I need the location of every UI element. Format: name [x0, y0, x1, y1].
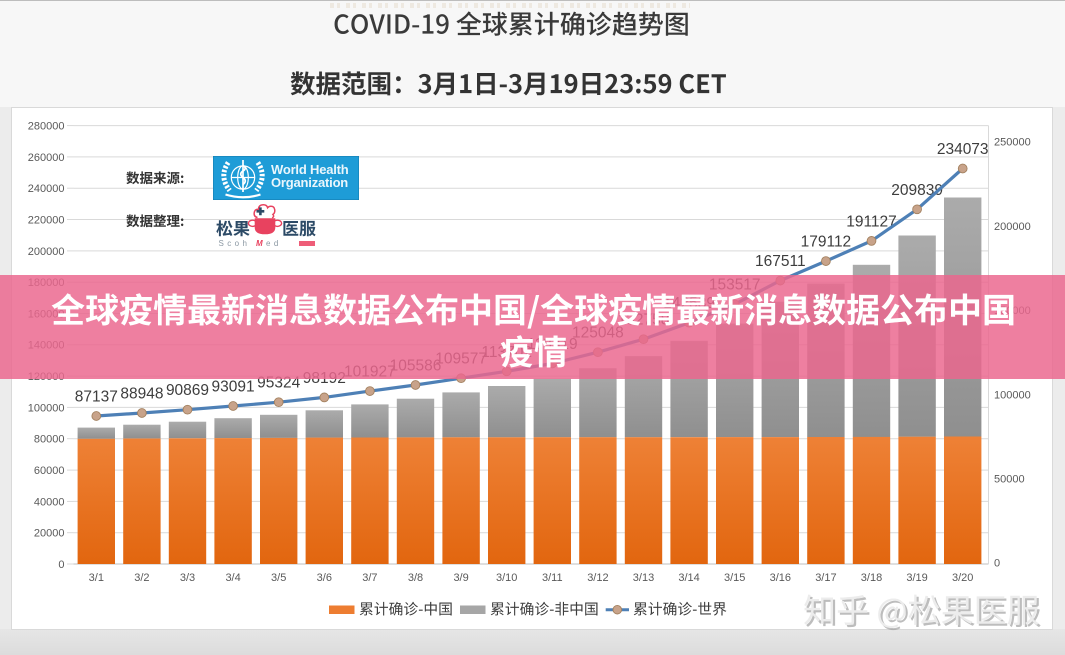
svg-text:3/14: 3/14 [678, 572, 699, 584]
svg-text:40000: 40000 [34, 496, 65, 508]
svg-text:3/19: 3/19 [906, 572, 927, 584]
svg-text:88948: 88948 [120, 386, 163, 403]
svg-text:3/4: 3/4 [225, 572, 240, 584]
svg-text:3/11: 3/11 [542, 572, 563, 584]
svg-text:90869: 90869 [166, 382, 209, 399]
svg-text:250000: 250000 [994, 137, 1031, 149]
svg-text:3/12: 3/12 [587, 572, 608, 584]
svg-text:3/13: 3/13 [633, 572, 654, 584]
svg-text:3/17: 3/17 [815, 572, 836, 584]
svg-text:3/6: 3/6 [317, 572, 332, 584]
svg-text:260000: 260000 [28, 152, 65, 164]
svg-text:200000: 200000 [994, 221, 1031, 233]
svg-text:3/9: 3/9 [453, 572, 468, 584]
svg-text:209839: 209839 [891, 182, 943, 199]
svg-text:3/10: 3/10 [496, 572, 517, 584]
svg-text:100000: 100000 [28, 402, 65, 414]
svg-text:3/1: 3/1 [89, 572, 104, 584]
svg-text:0: 0 [994, 558, 1000, 570]
svg-text:3/5: 3/5 [271, 572, 286, 584]
svg-text:50000: 50000 [994, 474, 1025, 486]
svg-text:280000: 280000 [28, 121, 65, 133]
svg-text:93091: 93091 [212, 379, 255, 396]
svg-text:220000: 220000 [28, 214, 65, 226]
svg-text:0: 0 [58, 559, 64, 571]
svg-text:3/3: 3/3 [180, 572, 195, 584]
svg-text:100000: 100000 [994, 389, 1031, 401]
svg-text:60000: 60000 [34, 465, 65, 477]
svg-text:87137: 87137 [75, 389, 118, 406]
svg-text:3/15: 3/15 [724, 572, 745, 584]
svg-text:3/2: 3/2 [134, 572, 149, 584]
svg-text:167511: 167511 [755, 253, 806, 270]
svg-text:3/7: 3/7 [362, 572, 377, 584]
svg-text:200000: 200000 [28, 246, 65, 258]
svg-text:95324: 95324 [257, 375, 300, 392]
svg-text:191127: 191127 [846, 213, 897, 230]
svg-text:240000: 240000 [28, 183, 65, 195]
svg-text:20000: 20000 [34, 528, 65, 540]
svg-text:3/20: 3/20 [952, 572, 973, 584]
svg-text:234073: 234073 [937, 141, 989, 158]
svg-text:80000: 80000 [34, 434, 65, 446]
svg-text:179112: 179112 [801, 234, 852, 251]
svg-text:3/16: 3/16 [770, 572, 791, 584]
svg-text:3/8: 3/8 [408, 572, 423, 584]
svg-text:3/18: 3/18 [861, 572, 882, 584]
